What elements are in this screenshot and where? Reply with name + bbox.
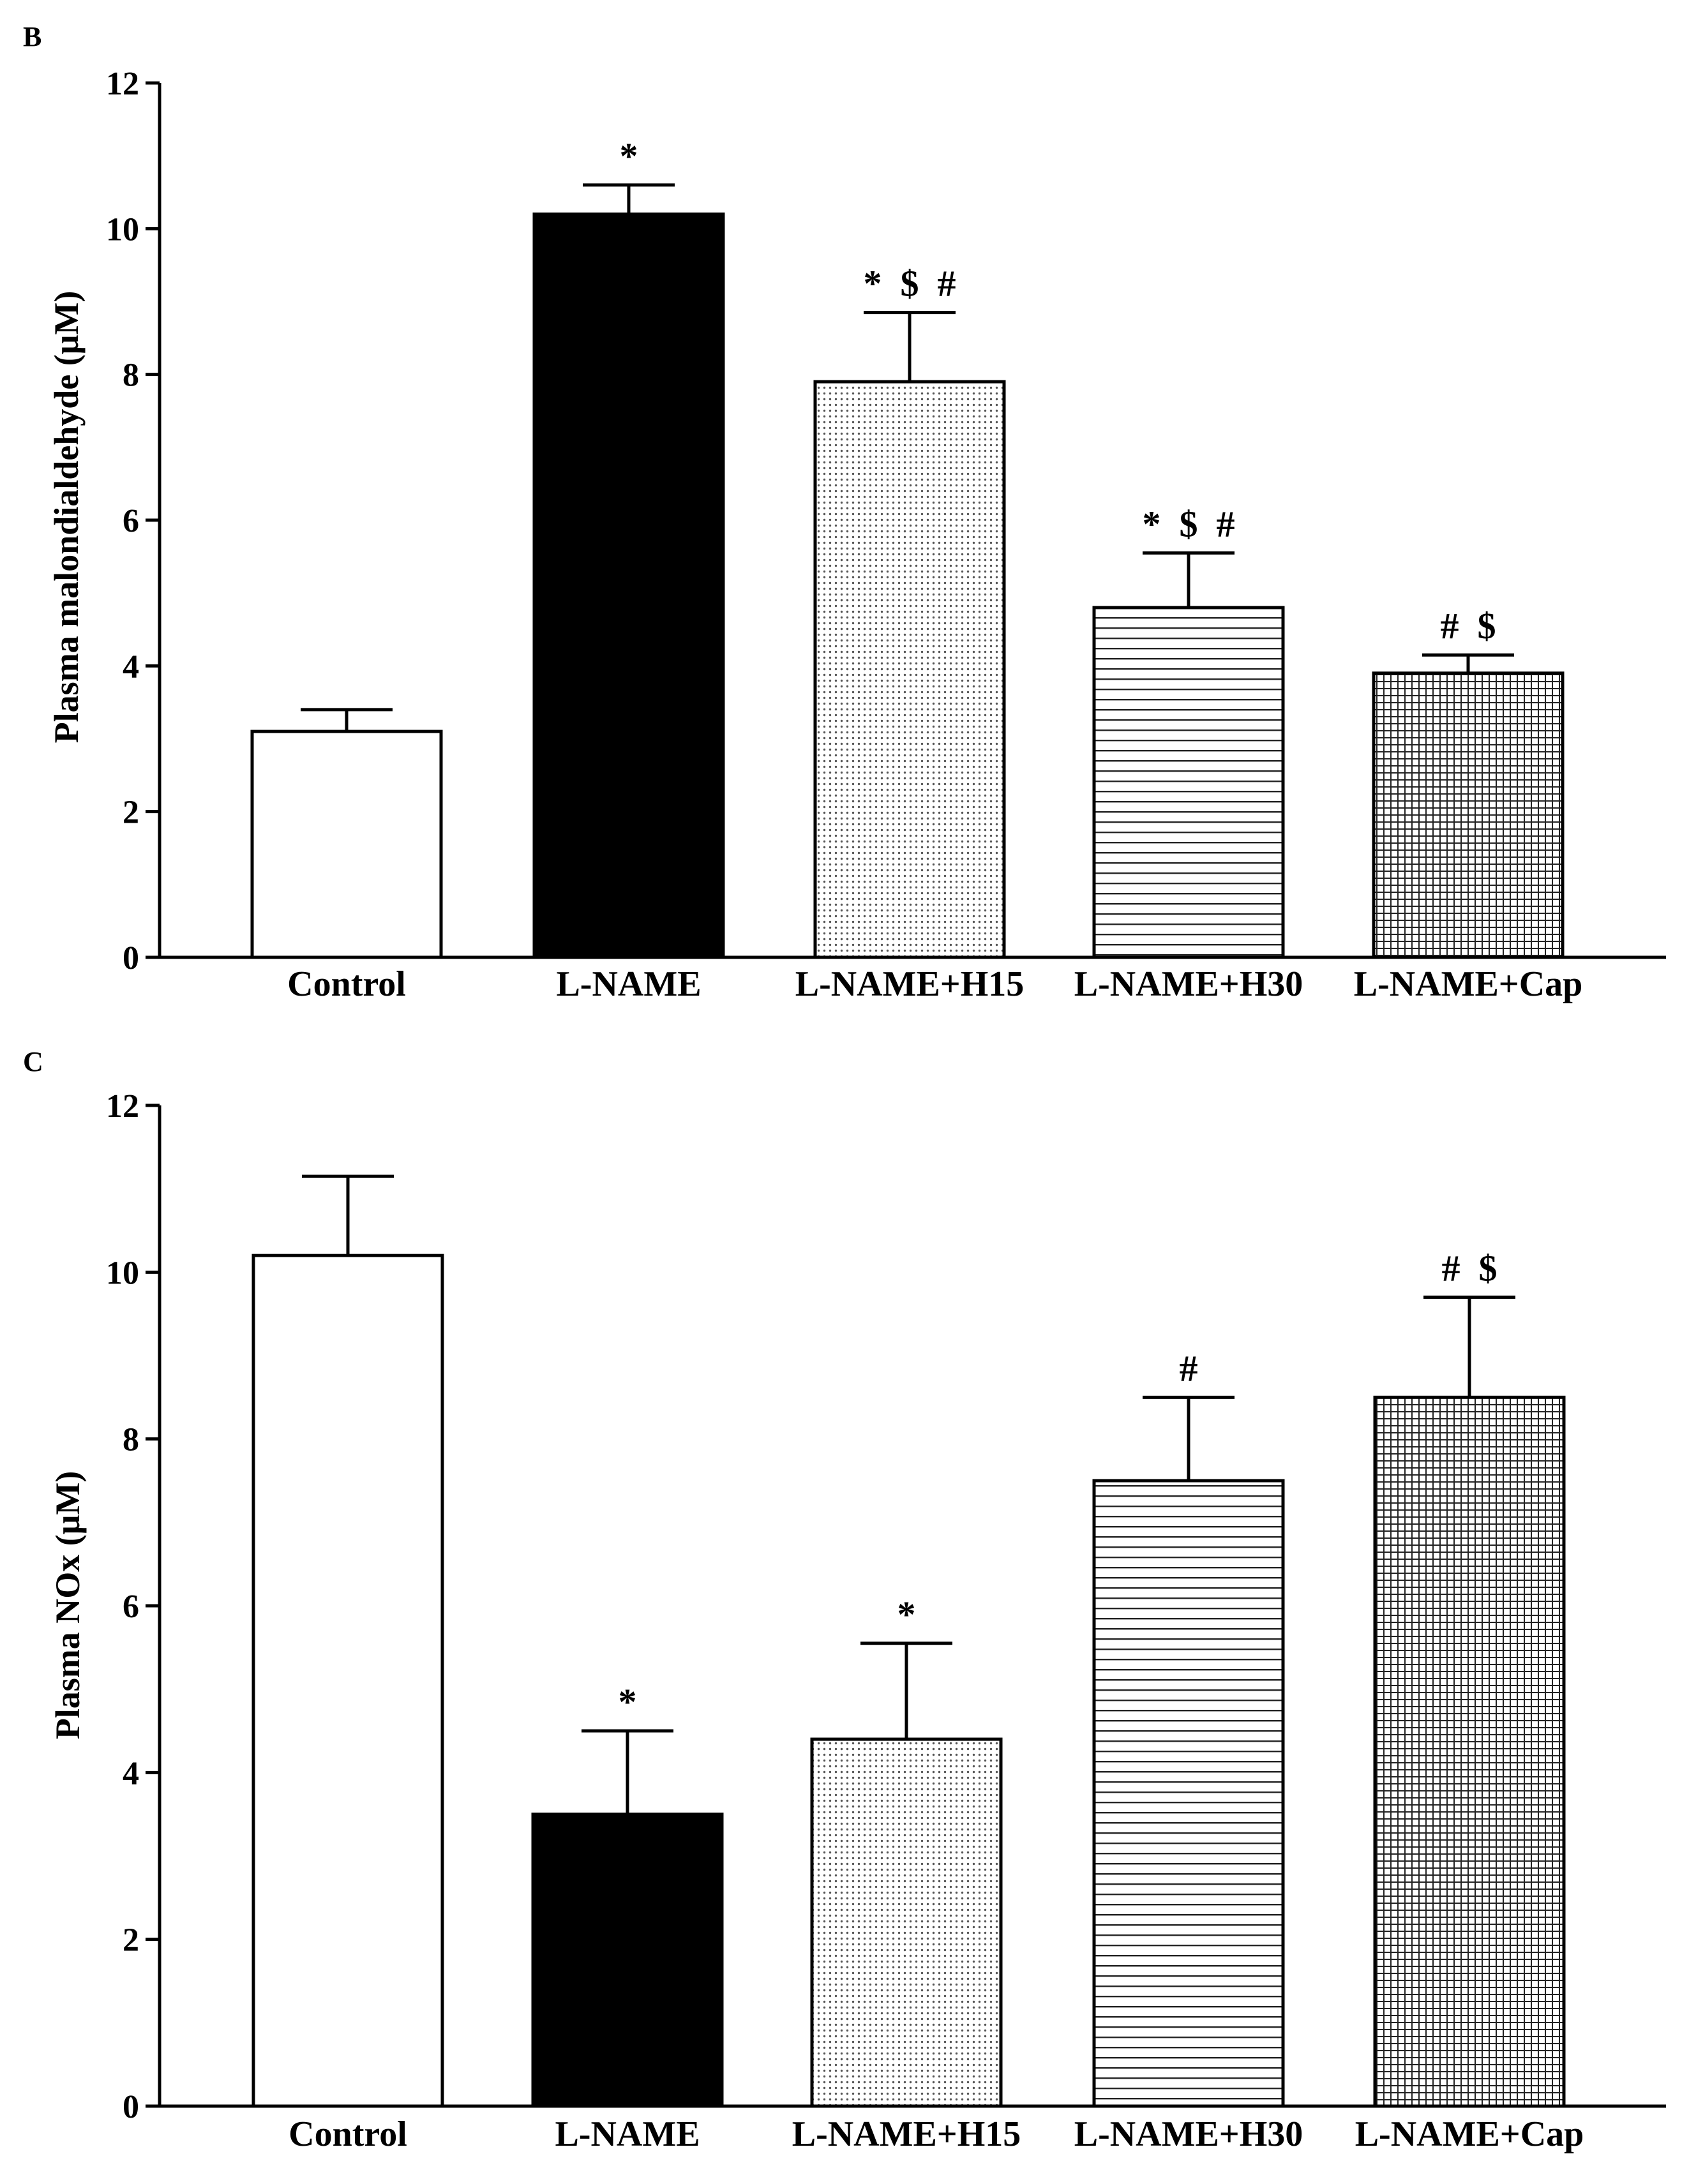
y-tick-label: 12	[106, 1088, 139, 1125]
significance-annotation: * $ #	[864, 263, 956, 304]
y-tick-label: 0	[123, 2089, 139, 2125]
y-tick-label: 4	[123, 648, 139, 685]
category-label: L-NAME+Cap	[1355, 2114, 1584, 2154]
significance-annotation: #	[1180, 1347, 1198, 1389]
y-tick-label: 12	[106, 66, 139, 102]
y-tick-label: 8	[123, 357, 139, 394]
y-tick-label: 8	[123, 1422, 139, 1458]
panel-letter: C	[23, 1046, 43, 1077]
category-label: L-NAME+H30	[1074, 964, 1303, 1004]
chart-panel-c: C Plasma NOx (μM) 0 2 4 6 8 10 12 Control * L-NAM…	[23, 1046, 1666, 2154]
significance-annotation: *	[897, 1594, 916, 1635]
bar-l-name-h15	[813, 380, 1006, 959]
significance-annotation: # $	[1442, 1248, 1498, 1289]
bar-l-name-cap	[1372, 671, 1565, 959]
category-label: L-NAME+Cap	[1354, 964, 1583, 1004]
category-label: L-NAME+H15	[792, 2114, 1021, 2154]
y-tick-label: 4	[123, 1755, 139, 1791]
significance-annotation: *	[619, 1681, 637, 1723]
bar-l-name	[531, 1813, 724, 2108]
bar-l-name-h30	[1092, 1479, 1285, 2108]
bar-control	[251, 1253, 444, 2108]
category-label: L-NAME	[555, 2114, 700, 2154]
bar-l-name-h30	[1092, 606, 1285, 959]
category-label: L-NAME+H30	[1074, 2114, 1303, 2154]
y-axis-title: Plasma NOx (μM)	[49, 1471, 87, 1740]
y-tick-label: 0	[123, 940, 139, 976]
y-tick-label: 10	[106, 1255, 139, 1291]
significance-annotation: * $ #	[1143, 503, 1235, 544]
y-tick-label: 6	[123, 503, 139, 539]
chart-panel-b: B Plasma malondialdehyde (μM) 0 2 4 6 8 10 12 C…	[23, 21, 1666, 1004]
y-tick-label: 2	[123, 1922, 139, 1959]
y-axis-title: Plasma malondialdehyde (μM)	[47, 291, 86, 744]
category-label: L-NAME	[556, 964, 701, 1004]
significance-annotation: *	[620, 135, 638, 177]
y-tick-label: 6	[123, 1589, 139, 1625]
bar-control	[250, 729, 443, 959]
panel-letter: B	[23, 21, 41, 52]
bar-l-name	[532, 213, 725, 959]
significance-annotation: # $	[1441, 605, 1496, 647]
category-label: L-NAME+H15	[795, 964, 1025, 1004]
category-label: Control	[289, 2114, 407, 2154]
y-tick-label: 2	[123, 795, 139, 831]
bar-l-name-cap	[1373, 1395, 1566, 2108]
y-tick-label: 10	[106, 211, 139, 248]
bar-l-name-h15	[810, 1737, 1003, 2108]
category-label: Control	[287, 964, 406, 1004]
